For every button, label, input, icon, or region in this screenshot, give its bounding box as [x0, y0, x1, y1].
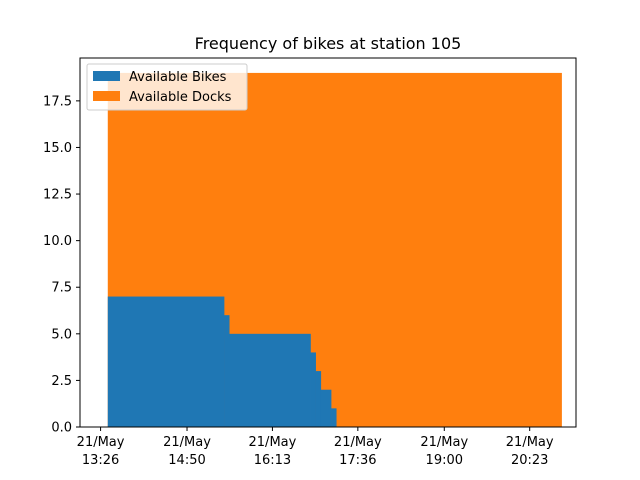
legend-swatch-available-docks: [93, 91, 120, 101]
x-tick-label-date-1: 21/May: [163, 435, 211, 450]
x-tick-label-date-4: 21/May: [420, 435, 468, 450]
available-bikes-bar-0: [107, 296, 225, 427]
available-bikes-bar-6: [331, 408, 337, 427]
y-tick-label-3: 7.5: [51, 281, 72, 296]
y-tick-label-0: 0.0: [51, 421, 72, 436]
y-tick-label-4: 10.0: [43, 234, 72, 249]
axes: 0.0 2.5 5.0 7.5 10.0 12.5 15.0 17.5 21/May 13:26 2…: [43, 57, 577, 468]
legend-label-available-docks: Available Docks: [129, 90, 232, 105]
y-tick-label-1: 2.5: [51, 374, 72, 389]
y-tick-label-5: 12.5: [43, 188, 72, 203]
x-tick-label-time-2: 16:13: [254, 453, 291, 468]
legend-box: [86, 63, 248, 111]
legend: Available Bikes Available Docks: [86, 63, 248, 111]
legend-label-available-bikes: Available Bikes: [129, 70, 227, 85]
available-bikes-bar-3: [310, 352, 316, 427]
x-tick-label-time-0: 13:26: [82, 453, 119, 468]
legend-swatch-available-bikes: [93, 71, 120, 81]
x-tick-label-time-4: 19:00: [426, 453, 463, 468]
x-tick-label-time-3: 17:36: [339, 453, 376, 468]
y-tick-label-7: 17.5: [43, 94, 72, 109]
y-tick-label-6: 15.0: [43, 141, 72, 156]
x-tick-label-date-3: 21/May: [334, 435, 382, 450]
x-tick-label-time-1: 14:50: [168, 453, 205, 468]
chart-title: Frequency of bikes at station 105: [195, 34, 462, 53]
y-tick-label-2: 5.0: [51, 327, 72, 342]
x-tick-label-date-2: 21/May: [249, 435, 297, 450]
x-tick-label-date-0: 21/May: [77, 435, 125, 450]
plot-area: [107, 72, 562, 427]
x-tick-label-time-5: 20:23: [511, 453, 548, 468]
available-bikes-bar-1: [224, 315, 230, 427]
available-bikes-bar-2: [229, 333, 311, 427]
x-tick-label-date-5: 21/May: [506, 435, 554, 450]
plot-frame: [79, 57, 577, 428]
available-bikes-bar-5: [320, 389, 332, 427]
available-bikes-bar-4: [315, 371, 322, 427]
